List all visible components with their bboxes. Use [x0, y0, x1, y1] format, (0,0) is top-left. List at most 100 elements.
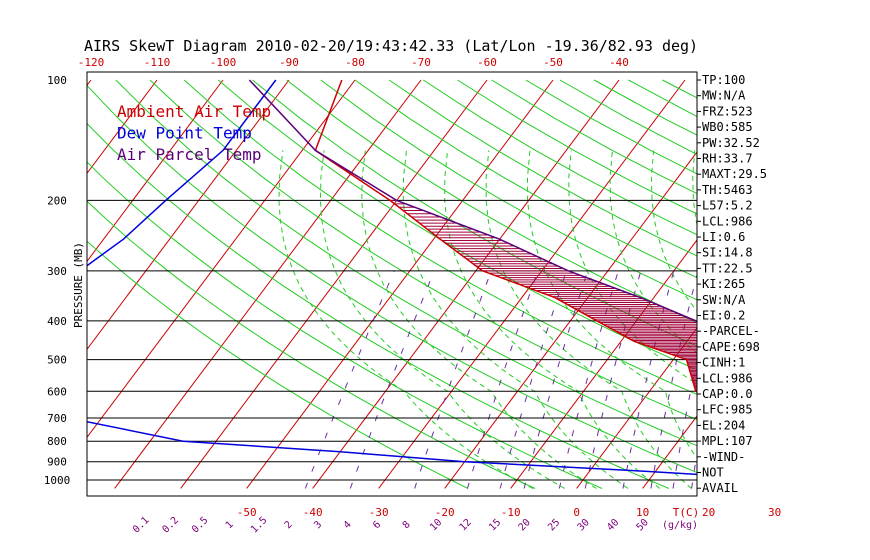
isotherm-line — [87, 79, 356, 439]
bottom-temp-tick-label: 10 — [636, 506, 649, 519]
bottom-temp-tick-label: 0 — [573, 506, 580, 519]
y-axis-label: PRESSURE (MB) — [72, 242, 85, 328]
param-item: MPL:107 — [702, 434, 753, 448]
bottom-temp-tick-label: 30 — [768, 506, 781, 519]
mixing-ratio-line — [672, 357, 697, 489]
legend-entry: Ambient Air Temp — [117, 102, 271, 121]
top-temp-tick-label: -110 — [144, 56, 171, 69]
mixing-ratio-label: 20 — [517, 517, 533, 533]
bottom-temp-tick-label: -40 — [303, 506, 323, 519]
isotherm-line — [0, 80, 25, 488]
pressure-tick-label: 500 — [47, 354, 67, 367]
dry-adiabat-line — [286, 79, 697, 324]
isotherm-line — [312, 79, 620, 489]
param-item: PW:32.52 — [702, 136, 760, 150]
pressure-tick-label: 600 — [47, 385, 67, 398]
mixing-ratio-unit-label: (g/kg) — [662, 520, 698, 531]
mixing-ratio-line — [584, 270, 642, 489]
param-item: TH:5463 — [702, 183, 753, 197]
isotherm-line — [180, 79, 488, 489]
isotherm-line — [576, 327, 697, 489]
param-item: RH:33.7 — [702, 152, 753, 166]
param-item: SW:N/A — [702, 293, 746, 307]
series-line-1 — [87, 79, 697, 476]
dry-adiabat-line — [87, 200, 536, 489]
dry-adiabat-line — [87, 240, 469, 489]
top-temp-tick-label: -120 — [78, 56, 105, 69]
dry-adiabat-line — [662, 79, 697, 99]
series-line-0 — [314, 79, 697, 394]
bottom-temp-tick-label: -50 — [237, 506, 257, 519]
top-temp-tick-label: -50 — [543, 56, 563, 69]
isotherm-line — [87, 79, 158, 175]
mixing-ratio-label: 15 — [487, 517, 503, 533]
mixing-ratio-label: 25 — [546, 517, 562, 533]
param-item: SI:14.8 — [702, 246, 753, 260]
bottom-temp-tick-label: -30 — [369, 506, 389, 519]
legend-entry: Air Parcel Temp — [117, 145, 262, 164]
top-temp-tick-label: -80 — [345, 56, 365, 69]
mixing-ratio-label: 50 — [635, 517, 651, 533]
mixing-ratio-line — [650, 272, 697, 489]
mixing-ratio-label: 2 — [283, 519, 295, 531]
series-line-2 — [248, 79, 697, 323]
mixing-ratio-line — [558, 270, 619, 489]
mixing-ratio-label: 0.1 — [131, 515, 152, 536]
isotherm-line — [642, 415, 697, 489]
mixing-ratio-label: 1 — [224, 519, 236, 531]
param-item: MW:N/A — [702, 89, 746, 103]
dry-adiabat-line — [87, 84, 697, 474]
dry-adiabat-line — [833, 80, 870, 489]
legend-entry: Dew Point Temp — [117, 124, 252, 143]
param-item: -WIND- — [702, 450, 745, 464]
param-item: L57:5.2 — [702, 199, 753, 213]
dry-adiabat-line — [115, 79, 697, 447]
param-item: LCL:986 — [702, 371, 753, 385]
dry-adiabat-line — [354, 79, 697, 279]
dry-adiabat-line — [765, 80, 870, 489]
mixing-ratio-label: 0.5 — [190, 515, 211, 536]
param-item: WB0:585 — [702, 120, 753, 134]
mixing-ratio-line — [770, 271, 801, 489]
mixing-ratio-line — [691, 450, 697, 489]
mixing-ratio-line — [304, 270, 395, 489]
isotherm-line — [87, 79, 290, 351]
isotherm-line — [775, 80, 870, 488]
param-item: EI:0.2 — [702, 309, 745, 323]
pressure-tick-label: 800 — [47, 435, 67, 448]
pressure-tick-label: 400 — [47, 315, 67, 328]
mixing-ratio-label: 12 — [458, 517, 474, 533]
top-temp-tick-label: -70 — [411, 56, 431, 69]
mixing-ratio-label: 0.2 — [160, 515, 181, 536]
pressure-tick-label: 700 — [47, 412, 67, 425]
bottom-temp-tick-label: -10 — [501, 506, 521, 519]
dry-adiabat-line — [388, 79, 697, 257]
isotherm-line — [87, 79, 224, 263]
param-item: AVAIL — [702, 481, 738, 495]
param-item: MAXT:29.5 — [702, 167, 767, 181]
pressure-tick-label: 100 — [47, 74, 67, 87]
param-item: EL:204 — [702, 418, 745, 432]
bottom-temp-tick-label: 20 — [702, 506, 715, 519]
mixing-ratio-line — [466, 270, 539, 489]
dry-adiabat-line — [87, 161, 603, 489]
pressure-tick-label: 900 — [47, 456, 67, 469]
param-item: CAPE:698 — [702, 340, 760, 354]
mixing-ratio-line — [499, 270, 567, 489]
dry-adiabat-line — [149, 79, 697, 421]
isotherm-line — [841, 80, 870, 488]
mixing-ratio-label: 30 — [576, 517, 592, 533]
mixing-ratio-label: 10 — [428, 517, 444, 533]
param-item: CINH:1 — [702, 356, 745, 370]
param-item: NOT — [702, 466, 724, 480]
pressure-tick-label: 300 — [47, 265, 67, 278]
moist-adiabat-line — [278, 150, 534, 489]
isotherm-line — [246, 79, 554, 489]
top-temp-tick-label: -40 — [609, 56, 629, 69]
mixing-ratio-line — [822, 271, 845, 489]
dry-adiabat-line — [87, 122, 670, 489]
mixing-ratio-line — [523, 270, 589, 489]
param-item: LCL:986 — [702, 214, 753, 228]
isotherm-line — [114, 79, 422, 489]
